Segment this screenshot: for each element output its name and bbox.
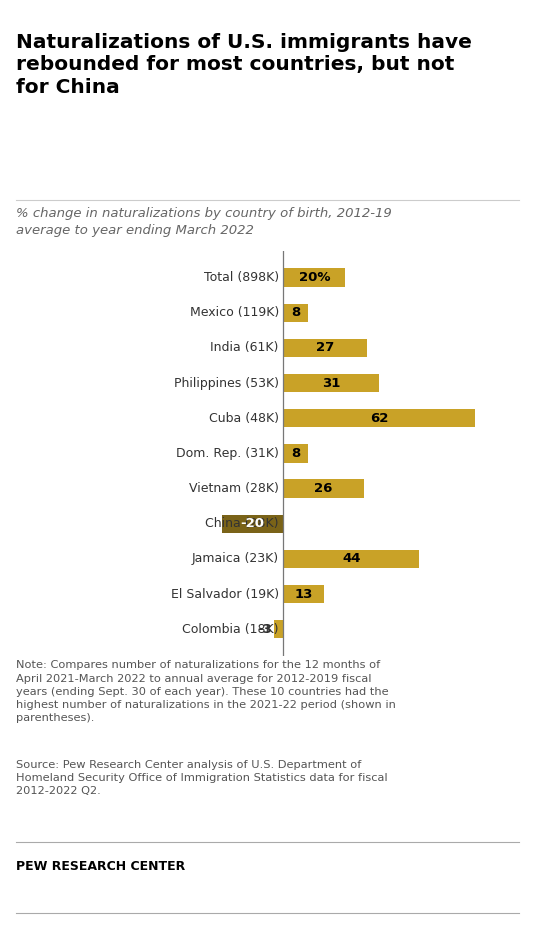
Text: 62: 62 [370,412,388,425]
Text: Mexico (119K): Mexico (119K) [189,306,279,319]
Bar [284,269,345,286]
Text: 31: 31 [322,377,340,390]
Bar [284,339,367,357]
Text: India (61K): India (61K) [210,341,279,354]
Text: China (28K): China (28K) [205,517,279,530]
Text: Cuba (48K): Cuba (48K) [209,412,279,425]
Bar [274,620,284,638]
Text: 13: 13 [294,588,312,601]
Text: Philippines (53K): Philippines (53K) [174,377,279,390]
Text: Vietnam (28K): Vietnam (28K) [189,482,279,495]
Text: Colombia (18K): Colombia (18K) [182,623,279,636]
Text: 20%: 20% [299,271,330,284]
Bar [221,514,284,533]
Text: 26: 26 [315,482,333,495]
Text: Dom. Rep. (31K): Dom. Rep. (31K) [176,447,279,459]
Bar [284,585,324,604]
Text: 27: 27 [316,341,334,354]
Text: Source: Pew Research Center analysis of U.S. Department of
Homeland Security Off: Source: Pew Research Center analysis of … [16,760,388,796]
Text: % change in naturalizations by country of birth, 2012-19
average to year ending : % change in naturalizations by country o… [16,207,392,237]
Bar [284,445,308,462]
Text: Note: Compares number of naturalizations for the 12 months of
April 2021-March 2: Note: Compares number of naturalizations… [16,660,396,724]
Text: El Salvador (19K): El Salvador (19K) [171,588,279,601]
Text: 44: 44 [342,552,361,565]
Bar [284,550,419,568]
Text: -3: -3 [257,623,272,636]
Text: PEW RESEARCH CENTER: PEW RESEARCH CENTER [16,860,185,873]
Text: Jamaica (23K): Jamaica (23K) [192,552,279,565]
Bar [284,374,379,392]
Bar [284,409,475,428]
Text: Naturalizations of U.S. immigrants have
rebounded for most countries, but not
fo: Naturalizations of U.S. immigrants have … [16,33,472,97]
Text: 8: 8 [291,306,300,319]
Bar [284,479,364,498]
Text: -20: -20 [241,517,264,530]
Text: 8: 8 [291,447,300,459]
Bar [284,303,308,322]
Text: Total (898K): Total (898K) [204,271,279,284]
